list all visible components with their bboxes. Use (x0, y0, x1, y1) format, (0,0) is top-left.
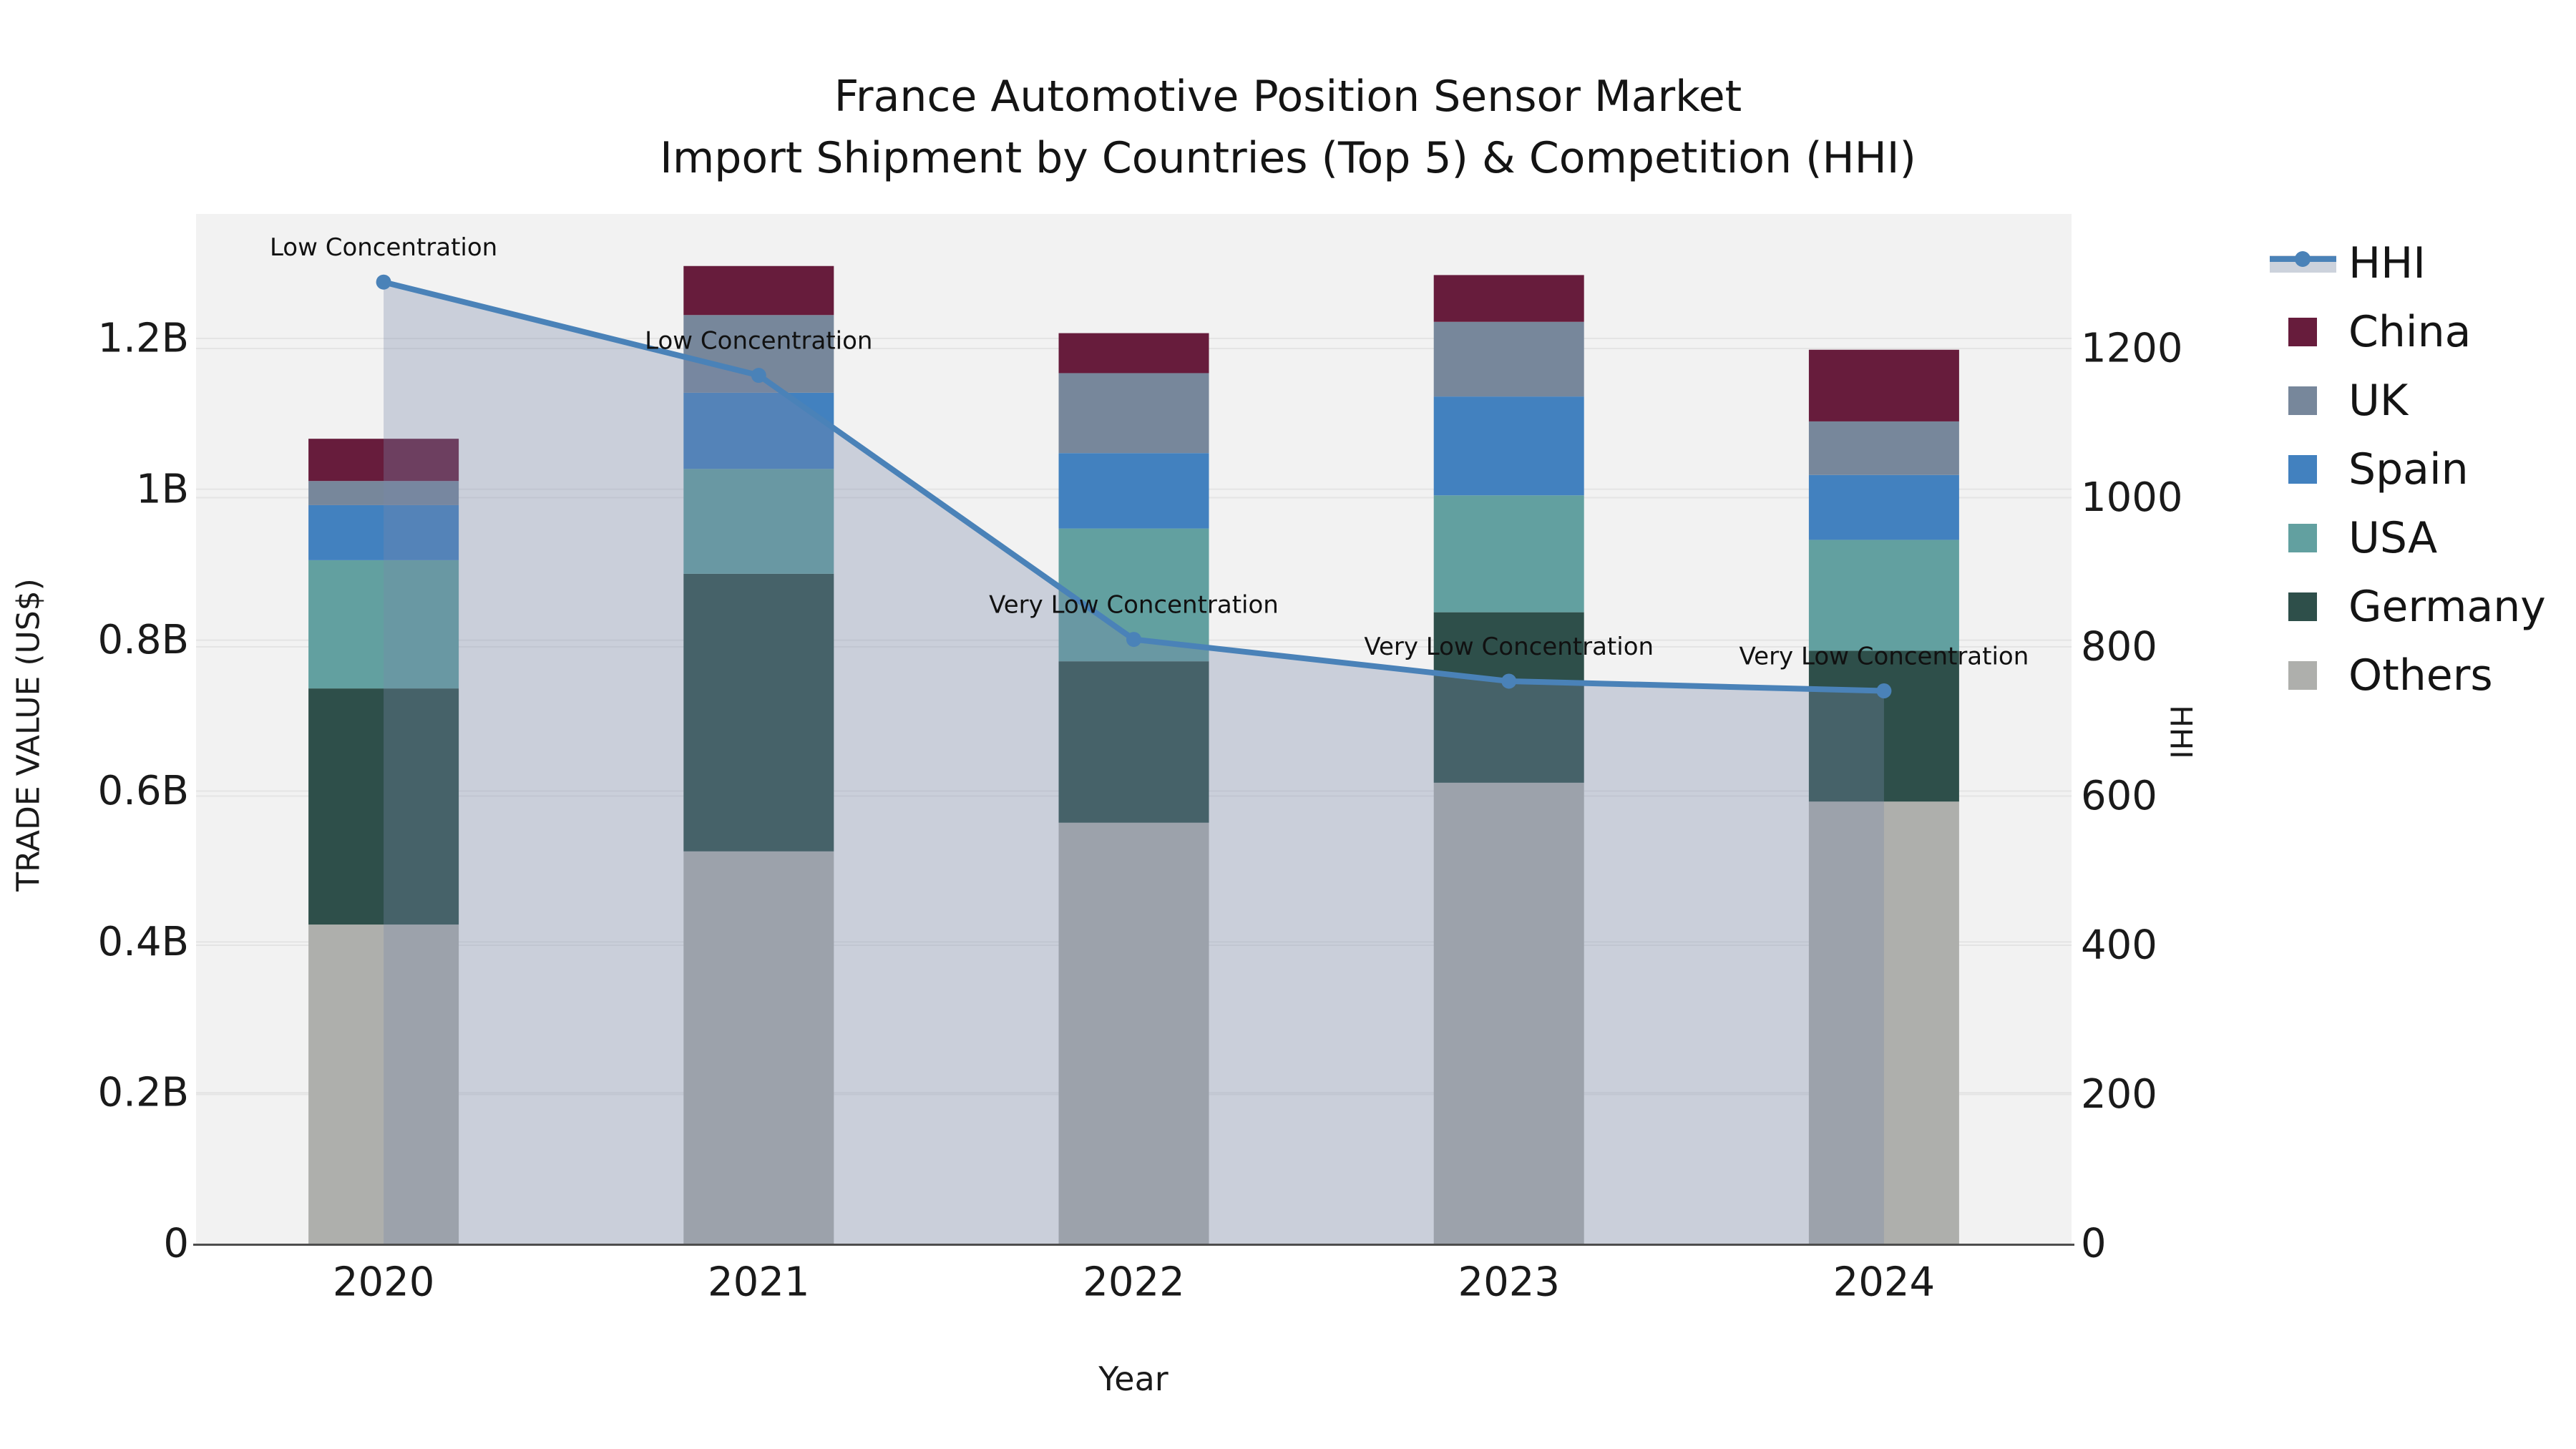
y-right-tick-600: 600 (2081, 773, 2157, 819)
bar-segment-uk-2024 (1808, 421, 1959, 475)
y-axis-label-right: HHI (2163, 705, 2199, 759)
bar-segment-china-2020 (308, 439, 459, 482)
hhi-marker-2020 (376, 274, 391, 290)
x-tick-2021: 2021 (708, 1259, 810, 1306)
bar-segment-others-2022 (1058, 822, 1209, 1244)
y-right-tick-0: 0 (2081, 1221, 2107, 1267)
y-axis-label-left: TRADE VALUE (US$) (10, 578, 47, 892)
bar-segment-china-2021 (683, 265, 834, 316)
bar-segment-germany-2024 (1808, 650, 1959, 802)
chart-title-line1: France Automotive Position Sensor Market (834, 72, 1742, 122)
legend-hhi-marker-icon (2295, 251, 2311, 267)
bar-segment-germany-2023 (1433, 612, 1584, 783)
legend-label-others: Others (2348, 650, 2493, 701)
x-tick-2024: 2024 (1833, 1259, 1936, 1306)
annotation-2021: Low Concentration (645, 327, 872, 356)
x-axis-label: Year (1098, 1360, 1169, 1398)
bar-segment-others-2024 (1808, 801, 1959, 1244)
hhi-marker-2022 (1126, 632, 1141, 648)
y-left-tick-0.2B: 0.2B (98, 1070, 189, 1116)
annotation-2020: Low Concentration (270, 233, 497, 262)
chart-title-line2: Import Shipment by Countries (Top 5) & C… (660, 133, 1916, 183)
bar-segment-germany-2021 (683, 573, 834, 852)
bar-segment-uk-2023 (1433, 321, 1584, 397)
y-right-tick-1200: 1200 (2081, 326, 2183, 372)
x-tick-2020: 2020 (333, 1259, 435, 1306)
bar-segment-uk-2022 (1058, 373, 1209, 454)
legend-swatch-others (2288, 661, 2317, 690)
bar-segment-usa-2020 (308, 560, 459, 689)
legend-swatch-china (2288, 318, 2317, 346)
legend-label-china: China (2348, 307, 2471, 357)
bar-segment-spain-2020 (308, 504, 459, 560)
bar-segment-spain-2024 (1808, 474, 1959, 540)
bar-segment-china-2024 (1808, 349, 1959, 421)
legend-label-usa: USA (2348, 513, 2437, 563)
bar-segment-uk-2020 (308, 481, 459, 505)
bar-segment-germany-2022 (1058, 661, 1209, 823)
annotation-2024: Very Low Concentration (1740, 643, 2029, 671)
bar-segment-spain-2023 (1433, 396, 1584, 496)
hhi-marker-2023 (1501, 673, 1517, 689)
legend-swatch-germany (2288, 592, 2317, 621)
y-left-tick-1.2B: 1.2B (98, 315, 189, 361)
y-right-tick-800: 800 (2081, 624, 2157, 670)
bar-segment-others-2023 (1433, 782, 1584, 1244)
legend-label-uk: UK (2348, 376, 2409, 426)
y-right-tick-400: 400 (2081, 922, 2157, 969)
y-left-tick-0.6B: 0.6B (98, 768, 189, 814)
y-left-tick-0.8B: 0.8B (98, 617, 189, 663)
annotation-2022: Very Low Concentration (989, 591, 1279, 620)
legend-label-hhi: HHI (2348, 238, 2426, 288)
bar-segment-others-2021 (683, 851, 834, 1244)
bar-segment-germany-2020 (308, 688, 459, 925)
bar-segment-china-2022 (1058, 333, 1209, 374)
legend-swatch-spain (2288, 455, 2317, 484)
y-left-tick-0: 0 (163, 1221, 189, 1267)
bar-segment-usa-2024 (1808, 540, 1959, 651)
x-tick-2022: 2022 (1083, 1259, 1185, 1306)
legend-swatch-usa (2288, 524, 2317, 552)
y-left-tick-0.4B: 0.4B (98, 919, 189, 965)
annotation-2023: Very Low Concentration (1364, 633, 1654, 661)
hhi-area (384, 282, 1884, 1244)
bar-segment-spain-2022 (1058, 453, 1209, 529)
y-left-tick-1B: 1B (136, 466, 189, 512)
bar-segment-usa-2023 (1433, 495, 1584, 613)
hhi-marker-2021 (751, 368, 766, 384)
bar-segment-usa-2021 (683, 469, 834, 574)
hhi-marker-2024 (1876, 683, 1892, 699)
y-right-tick-200: 200 (2081, 1071, 2157, 1118)
bar-segment-spain-2021 (683, 392, 834, 469)
legend-label-spain: Spain (2348, 444, 2469, 494)
bar-segment-others-2020 (308, 924, 459, 1244)
bar-segment-china-2023 (1433, 275, 1584, 322)
y-right-tick-1000: 1000 (2081, 474, 2183, 521)
x-tick-2023: 2023 (1458, 1259, 1560, 1306)
legend-swatch-uk (2288, 386, 2317, 415)
chart-title: France Automotive Position Sensor Market… (0, 66, 2576, 189)
legend-label-germany: Germany (2348, 582, 2546, 632)
